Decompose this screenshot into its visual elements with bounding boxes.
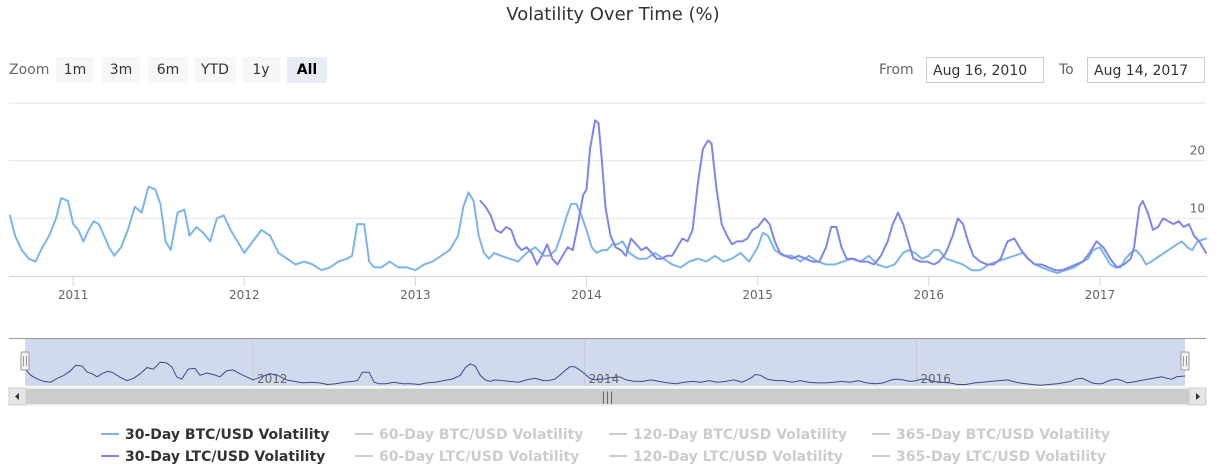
- legend-symbol: [872, 433, 890, 435]
- series-line: [8, 185, 1207, 275]
- legend-item-btc-60d[interactable]: 60-Day BTC/USD Volatility: [355, 424, 583, 446]
- legend-item-btc-365d[interactable]: 365-Day BTC/USD Volatility: [872, 424, 1110, 446]
- zoom-3m-button[interactable]: 3m: [102, 57, 140, 83]
- x-tick-label: 2011: [58, 288, 89, 302]
- navigator-handle-left: [20, 351, 30, 371]
- legend-label: 365-Day LTC/USD Volatility: [896, 449, 1106, 465]
- x-tick-label: 2015: [742, 288, 773, 302]
- navigator-series-line: [25, 361, 1186, 386]
- zoom-ytd-button[interactable]: YTD: [194, 57, 236, 83]
- legend-label: 120-Day BTC/USD Volatility: [633, 427, 848, 443]
- legend-item-ltc-30d[interactable]: 30-Day LTC/USD Volatility: [101, 446, 325, 468]
- zoom-all-button[interactable]: All: [287, 57, 327, 83]
- navigator-selection: [25, 338, 1185, 386]
- legend-symbol: [355, 433, 373, 435]
- from-label: From: [879, 62, 914, 78]
- zoom-label: Zoom: [9, 62, 50, 78]
- legend-item-ltc-60d[interactable]: 60-Day LTC/USD Volatility: [355, 446, 579, 468]
- x-tick-label: 2016: [914, 288, 945, 302]
- x-tick-label: 2012: [229, 288, 260, 302]
- legend-item-btc-30d[interactable]: 30-Day BTC/USD Volatility: [101, 424, 329, 446]
- arrow-left-icon: [15, 393, 19, 400]
- legend-label: 30-Day LTC/USD Volatility: [125, 449, 326, 465]
- x-tick-label: 2017: [1085, 288, 1116, 302]
- legend-label: 60-Day LTC/USD Volatility: [379, 449, 580, 465]
- from-date-input[interactable]: Aug 16, 2010: [926, 57, 1044, 83]
- zoom-1m-button[interactable]: 1m: [56, 57, 94, 83]
- y-tick-label: 10: [1190, 201, 1205, 215]
- legend-label: 30-Day BTC/USD Volatility: [125, 427, 330, 443]
- x-tick-label: 2013: [400, 288, 431, 302]
- y-tick-label: 20: [1190, 144, 1205, 158]
- legend-symbol: [101, 433, 119, 435]
- zoom-6m-button[interactable]: 6m: [148, 57, 188, 83]
- legend-symbol: [609, 455, 627, 457]
- x-tick-label: 2014: [571, 288, 602, 302]
- navigator-handle-right: [1180, 351, 1190, 371]
- legend-item-ltc-365d[interactable]: 365-Day LTC/USD Volatility: [872, 446, 1106, 468]
- legend-symbol: [609, 433, 627, 435]
- legend-label: 365-Day BTC/USD Volatility: [896, 427, 1111, 443]
- scrollbar-thumb: [26, 389, 1189, 404]
- series-line: [479, 119, 1207, 272]
- zoom-1y-button[interactable]: 1y: [242, 57, 280, 83]
- legend-symbol: [872, 455, 890, 457]
- to-date-input[interactable]: Aug 14, 2017: [1087, 57, 1205, 83]
- to-label: To: [1059, 62, 1074, 78]
- arrow-right-icon: [1196, 393, 1200, 400]
- legend-label: 120-Day LTC/USD Volatility: [633, 449, 843, 465]
- legend-label: 60-Day BTC/USD Volatility: [379, 427, 584, 443]
- legend-symbol: [101, 455, 119, 457]
- legend-symbol: [355, 455, 373, 457]
- scrollbar-grip-icon: |||: [601, 390, 613, 404]
- legend-item-btc-120d[interactable]: 120-Day BTC/USD Volatility: [609, 424, 847, 446]
- chart-title: Volatility Over Time (%): [506, 4, 720, 25]
- legend-item-ltc-120d[interactable]: 120-Day LTC/USD Volatility: [609, 446, 843, 468]
